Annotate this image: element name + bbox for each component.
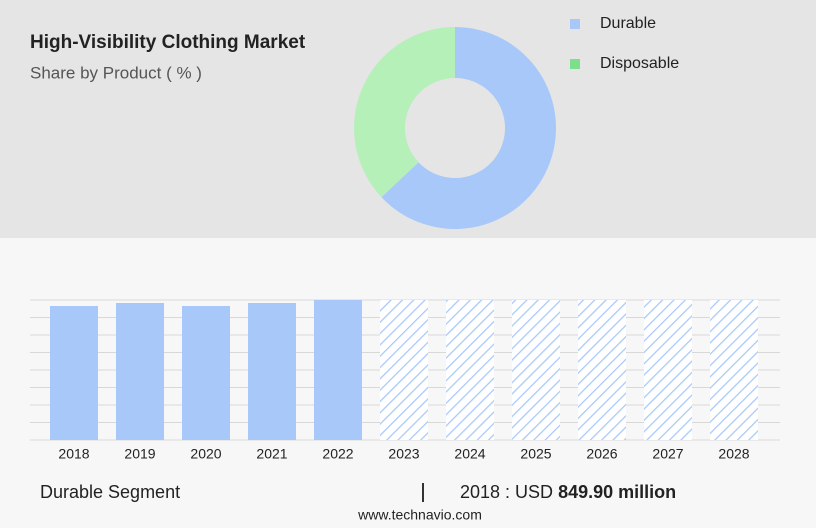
bar — [248, 303, 296, 440]
forecast-placeholder — [446, 300, 494, 440]
bar — [182, 306, 230, 440]
forecast-placeholder — [710, 300, 758, 440]
donut-slice — [354, 27, 455, 198]
forecast-placeholder — [644, 300, 692, 440]
source: www.technavio.com — [357, 507, 482, 523]
x-tick-label: 2023 — [388, 446, 419, 462]
legend-label: Disposable — [600, 55, 679, 72]
bar — [314, 300, 362, 440]
forecast-placeholder — [512, 300, 560, 440]
footer-segment: Durable Segment — [40, 482, 180, 502]
forecast-placeholder — [380, 300, 428, 440]
forecast-placeholder — [578, 300, 626, 440]
x-tick-label: 2019 — [124, 446, 155, 462]
legend-label: Durable — [600, 15, 656, 32]
x-tick-label: 2025 — [520, 446, 551, 462]
x-tick-label: 2028 — [718, 446, 749, 462]
chart-title: High-Visibility Clothing Market — [30, 32, 306, 53]
footer-value: 849.90 million — [558, 482, 676, 502]
footer-label: 2018 : USD 849.90 million — [460, 482, 676, 502]
chart-subtitle: Share by Product ( % ) — [30, 63, 202, 82]
x-tick-label: 2024 — [454, 446, 485, 462]
footer-label-text: 2018 : USD — [460, 482, 553, 502]
bar — [50, 306, 98, 440]
x-tick-label: 2018 — [58, 446, 89, 462]
x-tick-label: 2022 — [322, 446, 353, 462]
bar — [116, 303, 164, 440]
x-tick-label: 2027 — [652, 446, 683, 462]
x-tick-label: 2021 — [256, 446, 287, 462]
x-tick-label: 2020 — [190, 446, 221, 462]
legend-swatch — [570, 19, 580, 29]
legend-swatch — [570, 59, 580, 69]
x-tick-label: 2026 — [586, 446, 617, 462]
donut-slice — [381, 27, 556, 229]
